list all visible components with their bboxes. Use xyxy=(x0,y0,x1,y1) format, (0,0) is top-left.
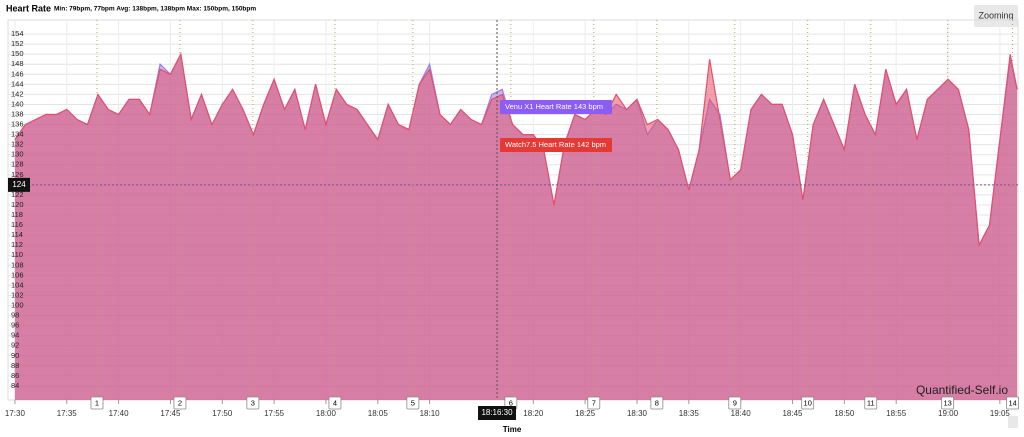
chart-title: Heart Rate xyxy=(6,3,51,13)
y-tick-label: 136 xyxy=(11,120,24,129)
lap-marker xyxy=(1006,396,1020,410)
x-tick-label: 18:00 xyxy=(316,409,337,418)
lap-marker xyxy=(587,396,601,410)
lap-marker xyxy=(941,396,955,410)
tooltip-text: Venu X1 Heart Rate 143 bpm xyxy=(505,102,603,111)
lap-label: 13 xyxy=(943,398,951,407)
x-axis-label: Time xyxy=(503,425,522,434)
y-tick-label: 88 xyxy=(11,361,19,370)
y-tick-label: 86 xyxy=(11,371,19,380)
y-tick-label: 134 xyxy=(11,130,24,139)
lap-marker xyxy=(90,396,104,410)
series-area xyxy=(14,54,1018,400)
avg-label-box xyxy=(8,177,30,192)
y-tick-label: 116 xyxy=(11,220,23,229)
x-tick-label: 18:05 xyxy=(368,409,389,418)
y-tick-label: 110 xyxy=(11,250,23,259)
lap-marker xyxy=(864,396,878,410)
y-tick-label: 130 xyxy=(11,150,24,159)
y-tick-label: 150 xyxy=(11,49,24,58)
series-line xyxy=(14,52,1018,248)
lap-marker xyxy=(246,396,260,410)
y-tick-label: 118 xyxy=(11,210,23,219)
y-tick-label: 142 xyxy=(11,89,24,98)
lap-label: 11 xyxy=(867,398,875,407)
y-tick-label: 98 xyxy=(11,311,19,320)
y-tick-label: 106 xyxy=(11,270,24,279)
crosshair-label: 18:16:30 xyxy=(481,408,513,417)
x-tick-label: 18:50 xyxy=(834,409,855,418)
x-tick-label: 18:35 xyxy=(679,409,700,418)
lap-label: 1 xyxy=(95,398,99,407)
x-tick-label: 17:35 xyxy=(57,409,78,418)
lap-marker xyxy=(328,396,342,410)
x-tick-label: 17:30 xyxy=(5,409,26,418)
y-tick-label: 126 xyxy=(11,170,24,179)
y-tick-label: 128 xyxy=(11,160,24,169)
y-tick-label: 146 xyxy=(11,69,24,78)
lap-marker xyxy=(728,396,742,410)
y-tick-label: 140 xyxy=(11,99,24,108)
lap-label: 14 xyxy=(1008,398,1016,407)
lap-marker xyxy=(406,396,420,410)
crosshair-box xyxy=(478,406,517,420)
x-tick-label: 18:25 xyxy=(575,409,596,418)
x-tick-label: 18:55 xyxy=(886,409,907,418)
lap-label: 10 xyxy=(804,398,812,407)
y-tick-label: 94 xyxy=(11,331,19,340)
lap-marker xyxy=(801,396,815,410)
chart-subtitle: Min: 79bpm, 77bpm Avg: 138bpm, 138bpm Ma… xyxy=(54,6,256,13)
y-tick-label: 138 xyxy=(11,109,24,118)
zoom-button-label[interactable]: Zooming xyxy=(978,10,1013,20)
y-tick-label: 112 xyxy=(11,240,23,249)
lap-label: 6 xyxy=(509,398,513,407)
y-tick-label: 96 xyxy=(11,321,19,330)
y-tick-label: 102 xyxy=(11,290,24,299)
x-tick-label: 17:45 xyxy=(160,409,181,418)
x-tick-label: 18:20 xyxy=(523,409,544,418)
lap-label: 3 xyxy=(251,398,255,407)
lap-marker xyxy=(650,396,664,410)
x-tick-label: 17:50 xyxy=(212,409,233,418)
x-tick-label: 17:55 xyxy=(264,409,285,418)
y-tick-label: 92 xyxy=(11,341,19,350)
x-tick-label: 18:10 xyxy=(420,409,441,418)
y-tick-label: 122 xyxy=(11,190,24,199)
x-tick-label: 19:05 xyxy=(990,409,1011,418)
y-tick-label: 108 xyxy=(11,260,24,269)
lap-marker xyxy=(173,396,187,410)
x-tick-label: 18:30 xyxy=(627,409,648,418)
minus-button xyxy=(1008,416,1018,428)
zoom-button[interactable] xyxy=(974,5,1018,27)
watermark: Quantified-Self.io xyxy=(916,383,1008,397)
y-tick-label: 100 xyxy=(11,300,24,309)
y-tick-label: 154 xyxy=(11,29,24,38)
y-tick-label: 120 xyxy=(11,200,24,209)
lap-label: 8 xyxy=(655,398,659,407)
y-tick-label: 104 xyxy=(11,280,24,289)
lap-label: 5 xyxy=(411,398,415,407)
tooltip-box xyxy=(500,100,613,114)
tooltip-text: Watch7.5 Heart Rate 142 bpm xyxy=(505,140,606,149)
y-tick-label: 90 xyxy=(11,351,19,360)
y-tick-label: 114 xyxy=(11,230,23,239)
x-tick-label: 17:40 xyxy=(109,409,130,418)
avg-label: 124 xyxy=(12,180,26,189)
y-tick-label: 144 xyxy=(11,79,24,88)
y-tick-label: 84 xyxy=(11,381,19,390)
x-tick-label: 18:45 xyxy=(782,409,803,418)
tooltip-box xyxy=(500,138,613,152)
y-tick-label: 152 xyxy=(11,39,24,48)
lap-label: 2 xyxy=(178,398,182,407)
lap-label: 4 xyxy=(333,398,337,407)
lap-label: 7 xyxy=(592,398,596,407)
x-tick-label: 18:40 xyxy=(731,409,752,418)
x-tick-label: 19:00 xyxy=(938,409,959,418)
y-tick-label: 132 xyxy=(11,140,24,149)
y-tick-label: 148 xyxy=(11,59,24,68)
lap-label: 9 xyxy=(733,398,737,407)
